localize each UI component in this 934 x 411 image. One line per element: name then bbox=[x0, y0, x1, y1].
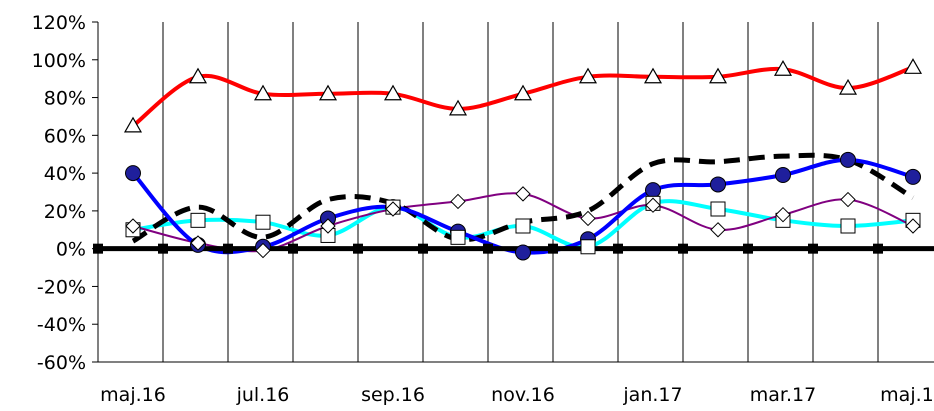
y-tick-label: 20% bbox=[44, 201, 86, 223]
data-point-purple bbox=[710, 222, 726, 238]
data-point-purple bbox=[775, 206, 791, 223]
x-tick-label: jan.17 bbox=[622, 384, 682, 406]
data-point-red bbox=[838, 78, 858, 95]
data-point-red bbox=[773, 60, 793, 76]
data-point-blue bbox=[515, 244, 531, 261]
zero-line-marker bbox=[548, 243, 558, 254]
series-line-blue bbox=[131, 157, 914, 255]
data-point-red bbox=[448, 99, 468, 116]
data-point-purple bbox=[580, 210, 596, 227]
data-point-blue bbox=[125, 165, 141, 182]
zero-line-marker bbox=[678, 243, 688, 254]
zero-line-marker bbox=[613, 243, 623, 254]
data-point-blue bbox=[710, 176, 726, 193]
data-point-red bbox=[578, 67, 598, 84]
data-point-blue bbox=[840, 151, 856, 168]
data-point-purple bbox=[645, 197, 661, 213]
zero-line-marker bbox=[93, 243, 103, 254]
zero-line-marker bbox=[353, 243, 363, 254]
y-tick-label: 60% bbox=[44, 125, 86, 147]
data-point-cyan bbox=[840, 218, 856, 234]
zero-line-marker bbox=[873, 243, 883, 254]
data-point-blue bbox=[905, 168, 921, 185]
zero-line-marker bbox=[808, 243, 818, 254]
x-tick-label: mar.17 bbox=[750, 384, 816, 406]
data-point-purple bbox=[515, 186, 531, 202]
data-point-red bbox=[513, 84, 533, 101]
data-point-red bbox=[318, 84, 338, 101]
data-point-cyan bbox=[190, 212, 206, 228]
data-point-cyan bbox=[580, 239, 596, 255]
markers-layer bbox=[123, 58, 923, 261]
y-tick-label: 100% bbox=[32, 50, 86, 72]
x-tick-label: maj.17 bbox=[880, 384, 934, 406]
x-axis-tick-labels: maj.16 jul.16 sep.16 nov.16 jan.17 mar.17 maj.… bbox=[100, 384, 934, 406]
x-tick-label: maj.16 bbox=[100, 384, 166, 406]
y-axis-tick-labels: 120% 100% 80% 60% 40% 20% 0% -20% -40% -60% bbox=[32, 12, 86, 374]
y-tick-label: 40% bbox=[44, 163, 86, 185]
vertical-gridlines bbox=[97, 22, 879, 362]
plot-frame bbox=[97, 22, 934, 363]
data-point-red bbox=[708, 67, 728, 84]
data-point-blue bbox=[645, 182, 661, 199]
y-tick-label: 120% bbox=[32, 12, 86, 34]
y-tick-label: 0% bbox=[56, 239, 86, 261]
zero-line-marker bbox=[158, 243, 168, 254]
data-point-purple bbox=[320, 218, 336, 234]
data-point-cyan bbox=[450, 229, 466, 245]
data-point-cyan bbox=[255, 214, 271, 230]
zero-line-marker bbox=[288, 243, 298, 254]
data-point-red bbox=[903, 58, 923, 74]
x-tick-label: jul.16 bbox=[236, 384, 290, 406]
data-point-purple bbox=[905, 218, 921, 234]
data-point-red bbox=[643, 67, 663, 84]
x-tick-label: sep.16 bbox=[361, 384, 425, 406]
data-point-red bbox=[188, 67, 208, 84]
data-point-purple bbox=[385, 201, 401, 217]
y-tick-label: -40% bbox=[37, 314, 86, 336]
zero-line-marker bbox=[743, 243, 753, 254]
data-point-purple bbox=[190, 235, 206, 251]
y-tick-label: -60% bbox=[37, 352, 86, 374]
y-axis-ticks bbox=[92, 21, 98, 363]
data-point-cyan bbox=[515, 218, 531, 234]
data-point-purple bbox=[840, 191, 856, 208]
data-point-purple bbox=[255, 242, 271, 259]
data-point-cyan bbox=[710, 201, 726, 217]
zero-line-marker bbox=[483, 243, 493, 254]
data-point-red bbox=[253, 84, 273, 101]
data-point-blue bbox=[775, 167, 791, 183]
x-tick-label: nov.16 bbox=[491, 384, 555, 406]
zero-line-marker bbox=[418, 243, 428, 254]
data-point-red bbox=[123, 116, 143, 133]
zero-line-marker bbox=[223, 243, 233, 254]
data-point-purple bbox=[125, 218, 141, 234]
data-point-red bbox=[383, 84, 403, 101]
y-tick-label: 80% bbox=[44, 88, 86, 110]
y-tick-label: -20% bbox=[37, 276, 86, 298]
data-point-purple bbox=[450, 193, 466, 210]
